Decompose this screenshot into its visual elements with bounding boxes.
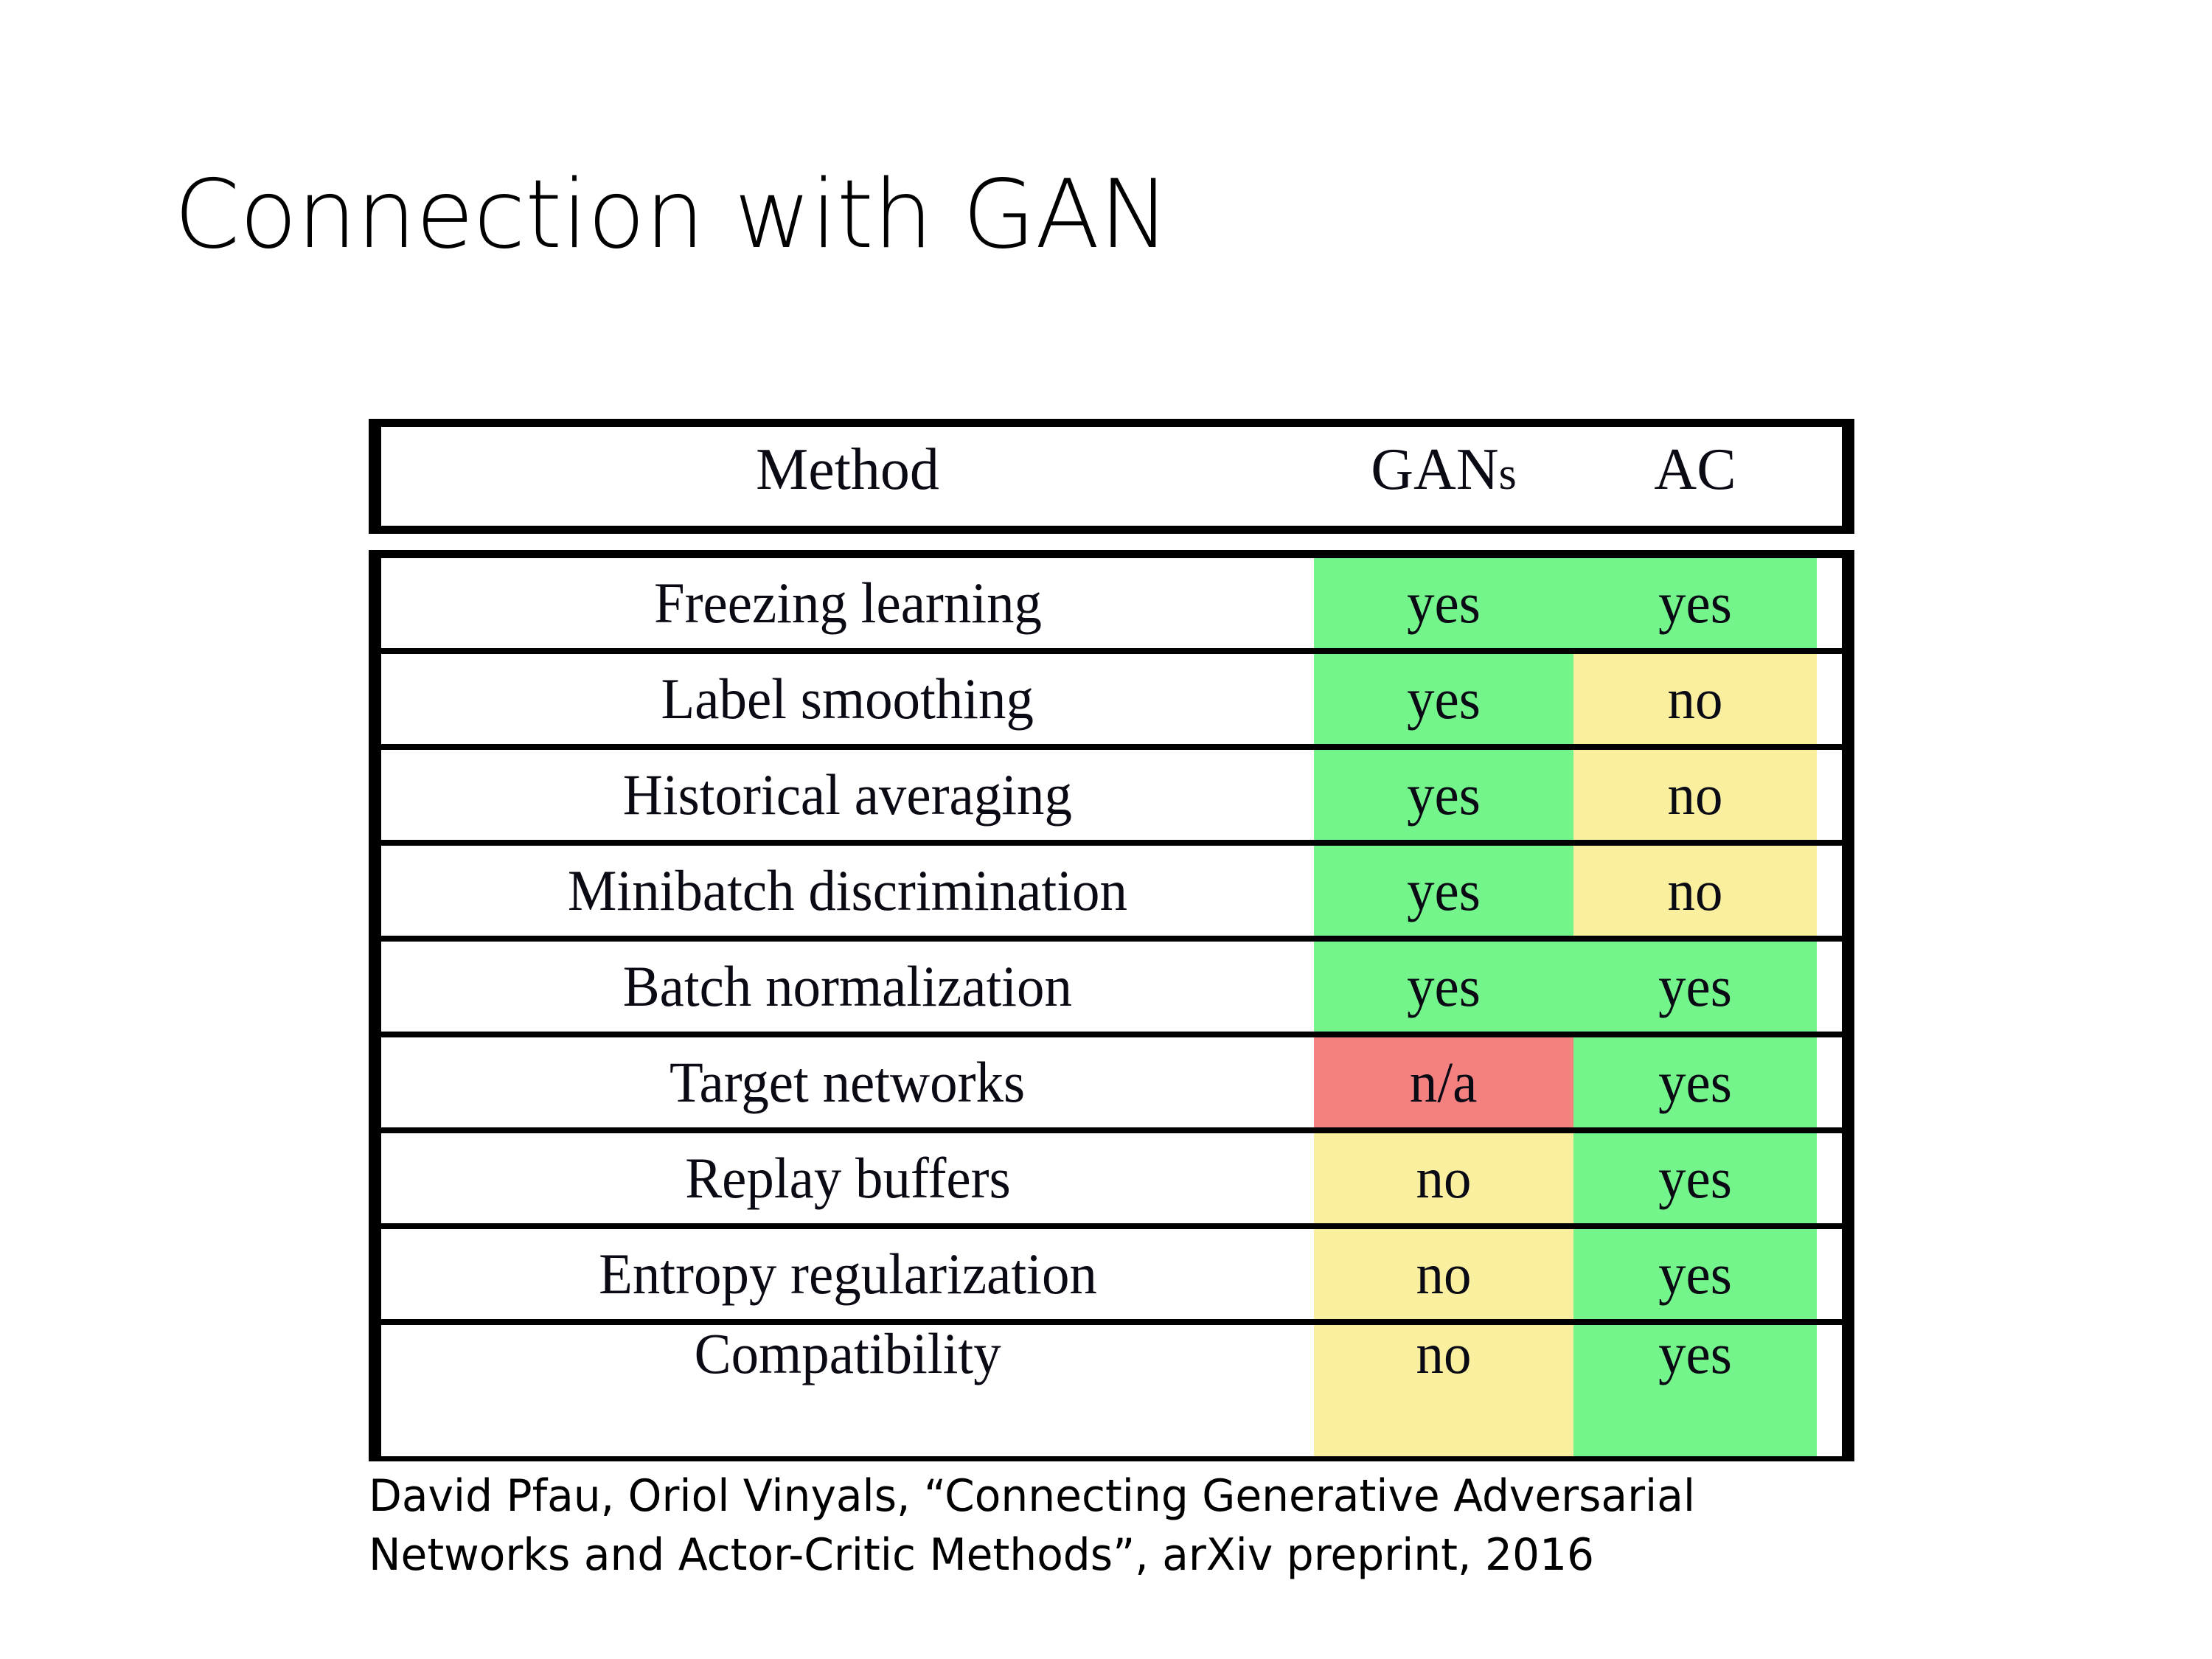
cell-gans-label: yes	[1407, 762, 1481, 827]
cell-ac: yes	[1573, 942, 1817, 1032]
table-row: Replay buffers no yes	[381, 1133, 1842, 1229]
column-header-method-label: Method	[756, 437, 939, 502]
cell-ac: yes	[1573, 558, 1817, 648]
table-header-row: Method GANs AC	[381, 427, 1842, 526]
cell-method-label: Minibatch discrimination	[567, 858, 1128, 922]
column-header-ac: AC	[1573, 440, 1817, 512]
cell-method: Freezing learning	[381, 558, 1314, 648]
table-header-block: Method GANs AC	[369, 419, 1854, 534]
cell-method-label: Entropy regularization	[598, 1242, 1097, 1306]
cell-method: Minibatch discrimination	[381, 846, 1314, 936]
cell-ac-label: yes	[1658, 1146, 1732, 1210]
column-header-ac-label: AC	[1654, 437, 1736, 502]
table-row: Freezing learning yes yes	[381, 558, 1842, 654]
table-body-block: Freezing learning yes yes Label smoothin…	[369, 550, 1854, 1461]
cell-ac-label: no	[1667, 858, 1723, 922]
cell-method: Replay buffers	[381, 1133, 1314, 1223]
cell-method-label: Compatibility	[694, 1321, 1001, 1385]
cell-method: Batch normalization	[381, 942, 1314, 1032]
page-title: Connection with GAN	[174, 160, 1170, 270]
cell-method: Historical averaging	[381, 750, 1314, 840]
cell-gans-label: yes	[1407, 954, 1481, 1018]
cell-ac-label: yes	[1658, 1050, 1732, 1114]
cell-method-label: Label smoothing	[661, 667, 1034, 731]
source-caption: David Pfau, Oriol Vinyals, “Connecting G…	[369, 1467, 1871, 1585]
cell-gans: yes	[1314, 846, 1573, 936]
cell-gans: no	[1314, 1133, 1573, 1223]
cell-ac: no	[1573, 654, 1817, 744]
column-header-gans: GANs	[1314, 440, 1573, 512]
table-row: Label smoothing yes no	[381, 654, 1842, 750]
cell-gans: no	[1314, 1229, 1573, 1319]
cell-gans: yes	[1314, 654, 1573, 744]
cell-gans-label: no	[1416, 1242, 1472, 1306]
column-header-gans-main: GAN	[1371, 437, 1499, 502]
table-row: Compatibility no yes	[381, 1325, 1842, 1456]
cell-gans-label: yes	[1407, 571, 1481, 635]
cell-ac: no	[1573, 846, 1817, 936]
table-row: Minibatch discrimination yes no	[381, 846, 1842, 942]
table-header-inner-rule: Method GANs AC	[375, 427, 1848, 526]
cell-ac: yes	[1573, 1325, 1817, 1456]
column-header-gans-label: GANs	[1371, 440, 1516, 499]
cell-ac-label: yes	[1658, 571, 1732, 635]
cell-method-label: Replay buffers	[684, 1146, 1011, 1210]
table-body-inner-rule: Freezing learning yes yes Label smoothin…	[375, 558, 1848, 1456]
column-header-method: Method	[381, 440, 1314, 512]
cell-gans-label: no	[1416, 1321, 1472, 1385]
comparison-table: Method GANs AC Freezing learning yes	[369, 419, 1854, 1461]
cell-gans-label: n/a	[1410, 1050, 1478, 1114]
cell-ac-label: no	[1667, 762, 1723, 827]
cell-ac: yes	[1573, 1133, 1817, 1223]
cell-gans: yes	[1314, 558, 1573, 648]
cell-gans: no	[1314, 1325, 1573, 1456]
cell-ac-label: no	[1667, 667, 1723, 731]
table-row: Target networks n/a yes	[381, 1037, 1842, 1133]
cell-gans: yes	[1314, 942, 1573, 1032]
cell-gans-label: yes	[1407, 858, 1481, 922]
cell-method-label: Target networks	[669, 1050, 1026, 1114]
cell-ac-label: yes	[1658, 1242, 1732, 1306]
cell-gans-label: no	[1416, 1146, 1472, 1210]
source-caption-line-1: David Pfau, Oriol Vinyals, “Connecting G…	[369, 1470, 1696, 1522]
cell-method-label: Freezing learning	[653, 571, 1042, 635]
cell-ac-label: yes	[1658, 1321, 1732, 1385]
cell-gans: n/a	[1314, 1037, 1573, 1127]
table-row: Entropy regularization no yes	[381, 1229, 1842, 1325]
source-caption-line-2: Networks and Actor-Critic Methods”, arXi…	[369, 1528, 1595, 1581]
cell-method: Entropy regularization	[381, 1229, 1314, 1319]
cell-method: Label smoothing	[381, 654, 1314, 744]
cell-method: Compatibility	[381, 1325, 1314, 1456]
header-body-divider	[369, 534, 1854, 550]
cell-method: Target networks	[381, 1037, 1314, 1127]
cell-ac: no	[1573, 750, 1817, 840]
cell-gans-label: yes	[1407, 667, 1481, 731]
cell-method-label: Historical averaging	[622, 762, 1073, 827]
cell-ac: yes	[1573, 1229, 1817, 1319]
table-row: Batch normalization yes yes	[381, 942, 1842, 1037]
cell-ac: yes	[1573, 1037, 1817, 1127]
cell-ac-label: yes	[1658, 954, 1732, 1018]
column-header-gans-suffix: s	[1498, 449, 1517, 499]
cell-gans: yes	[1314, 750, 1573, 840]
cell-method-label: Batch normalization	[622, 954, 1073, 1018]
table-row: Historical averaging yes no	[381, 750, 1842, 846]
